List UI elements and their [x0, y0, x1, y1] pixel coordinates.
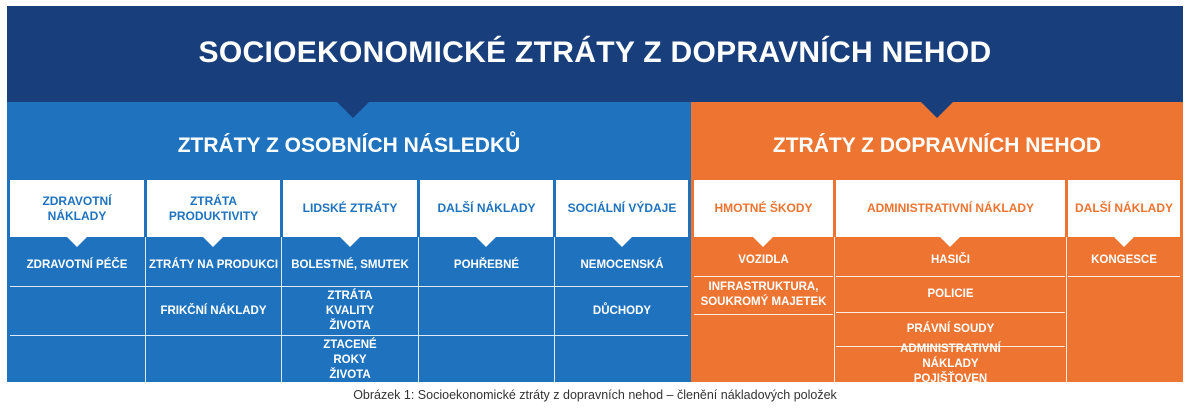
column-header-other-costs: DALŠÍ NÁKLADY	[420, 180, 553, 237]
column-divider	[834, 237, 835, 382]
item-vehicles: VOZIDLA	[738, 253, 789, 266]
item-infrastructure: INFRASTRUKTURA, SOUKROMÝ MAJETEK	[700, 281, 827, 308]
item-congestion: KONGESCE	[1091, 253, 1157, 266]
item-sickness-benefit: NEMOCENSKÁ	[580, 258, 664, 271]
item-pensions: DŮCHODY	[592, 304, 652, 317]
figure-caption: Obrázek 1: Socioekonomické ztráty z dopr…	[353, 388, 837, 402]
row-divider	[10, 286, 688, 287]
row-divider	[836, 346, 1065, 347]
column-header-productivity-loss: ZTRÁTA PRODUKTIVITY	[147, 180, 280, 237]
column-divider	[418, 237, 419, 382]
row-divider	[836, 276, 1065, 277]
item-funeral: POHŘEBNÉ	[453, 258, 520, 271]
header-pointer	[203, 237, 223, 247]
header-pointer	[940, 237, 960, 247]
row-divider	[10, 335, 688, 336]
column-divider	[554, 237, 555, 382]
title-pointer-right	[921, 102, 953, 118]
header-pointer	[340, 237, 360, 247]
item-pain-grief: BOLESTNÉ, SMUTEK	[291, 258, 409, 271]
item-production-loss: ZTRÁTY NA PRODUKCI	[148, 258, 279, 271]
row-divider	[694, 314, 833, 315]
column-header-material-damage: HMOTNÉ ŠKODY	[694, 180, 833, 237]
column-header-other-costs-right: DALŠÍ NÁKLADY	[1068, 180, 1180, 237]
accident-losses-title: ZTRÁTY Z DOPRAVNÍCH NEHOD	[772, 134, 1102, 157]
item-healthcare: ZDRAVOTNÍ PÉČE	[26, 258, 128, 271]
diagram-title: SOCIOEKONOMICKÉ ZTRÁTY Z DOPRAVNÍCH NEHO…	[198, 36, 992, 69]
header-pointer	[612, 237, 632, 247]
item-courts: PRÁVNÍ SOUDY	[906, 322, 995, 335]
row-divider	[694, 276, 833, 277]
row-divider	[836, 312, 1065, 313]
header-pointer	[476, 237, 496, 247]
column-header-social-expenses: SOCIÁLNÍ VÝDAJE	[556, 180, 688, 237]
personal-losses-title: ZTRÁTY Z OSOBNÍCH NÁSLEDKŮ	[177, 134, 521, 157]
accident-losses-section	[691, 102, 1183, 382]
item-lost-life-years: ZTACENÉ ROKY ŽIVOTA	[323, 338, 377, 381]
column-divider	[1066, 237, 1067, 382]
header-pointer	[1114, 237, 1134, 247]
item-insurance-admin: ADMINISTRATIVNÍ NÁKLADY POJIŠŤOVEN	[900, 342, 1001, 385]
row-divider	[1068, 276, 1180, 277]
title-pointer-left	[337, 102, 369, 118]
column-divider	[281, 237, 282, 382]
title-banner	[7, 6, 1183, 102]
item-police: POLICIE	[927, 287, 974, 300]
column-header-administrative-costs: ADMINISTRATIVNÍ NÁKLADY	[836, 180, 1065, 237]
column-header-human-losses: LIDSKÉ ZTRÁTY	[283, 180, 417, 237]
header-pointer	[67, 237, 87, 247]
column-divider	[145, 237, 146, 382]
item-frictional-costs: FRIKČNÍ NÁKLADY	[160, 304, 267, 317]
item-quality-of-life-loss: ZTRÁTA KVALITY ŽIVOTA	[325, 289, 375, 332]
item-firefighters: HASIČI	[931, 253, 970, 266]
header-pointer	[753, 237, 773, 247]
column-header-health-costs: ZDRAVOTNÍ NÁKLADY	[10, 180, 144, 237]
